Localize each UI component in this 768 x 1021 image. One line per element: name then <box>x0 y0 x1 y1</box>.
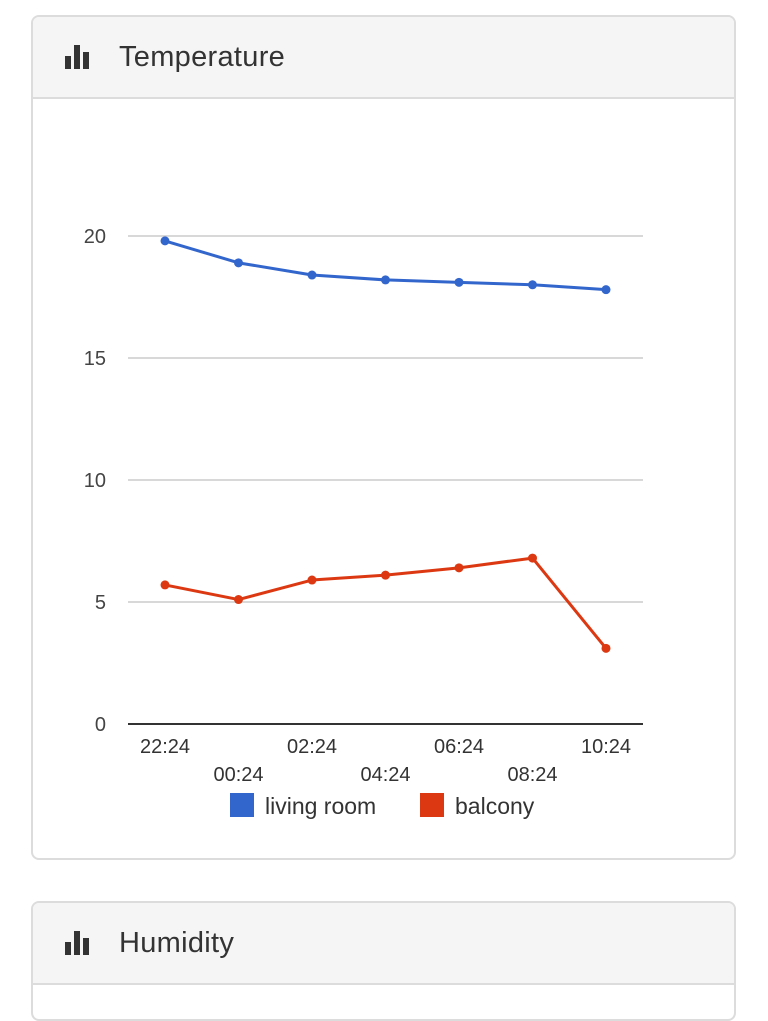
y-tick-label: 20 <box>84 226 106 248</box>
data-point <box>307 270 317 280</box>
legend-label: balcony <box>455 793 535 819</box>
data-point <box>160 236 170 246</box>
data-point <box>454 277 464 287</box>
x-tick-label: 10:24 <box>581 736 631 758</box>
x-tick-label: 06:24 <box>434 736 484 758</box>
legend-swatch <box>230 793 254 817</box>
bar-chart-icon <box>65 931 91 955</box>
data-point <box>601 643 611 653</box>
legend-swatch <box>420 793 444 817</box>
data-point <box>381 275 390 285</box>
data-point <box>528 280 537 290</box>
card-title: Temperature <box>119 40 286 73</box>
y-tick-label: 5 <box>95 592 106 614</box>
data-point <box>381 570 390 580</box>
humidity-card: Humidity <box>31 901 736 1021</box>
x-tick-label: 00:24 <box>213 764 263 786</box>
x-tick-label: 04:24 <box>360 764 410 786</box>
bar-chart-icon <box>65 45 91 69</box>
data-point <box>234 258 243 268</box>
x-tick-label: 22:24 <box>140 736 190 758</box>
data-point <box>528 553 537 563</box>
y-tick-label: 0 <box>95 714 106 736</box>
data-point <box>454 563 464 573</box>
legend-label: living room <box>265 793 376 819</box>
x-tick-label: 08:24 <box>507 764 557 786</box>
x-tick-label: 02:24 <box>287 736 337 758</box>
temperature-card-header: Temperature <box>33 17 734 99</box>
y-tick-label: 10 <box>84 470 106 492</box>
humidity-card-header: Humidity <box>33 903 734 985</box>
data-point <box>601 285 611 295</box>
temperature-line-chart: 0 5 10 15 20 22:24 00:24 02:24 04:24 06:24 08:24 1… <box>84 226 643 819</box>
card-title: Humidity <box>119 926 235 959</box>
data-point <box>234 595 243 605</box>
data-point <box>307 575 317 585</box>
y-tick-label: 15 <box>84 348 106 370</box>
data-point <box>160 580 170 590</box>
temperature-card: Temperature 0 5 10 15 20 22:24 00:24 02:24 04:2… <box>31 15 736 860</box>
